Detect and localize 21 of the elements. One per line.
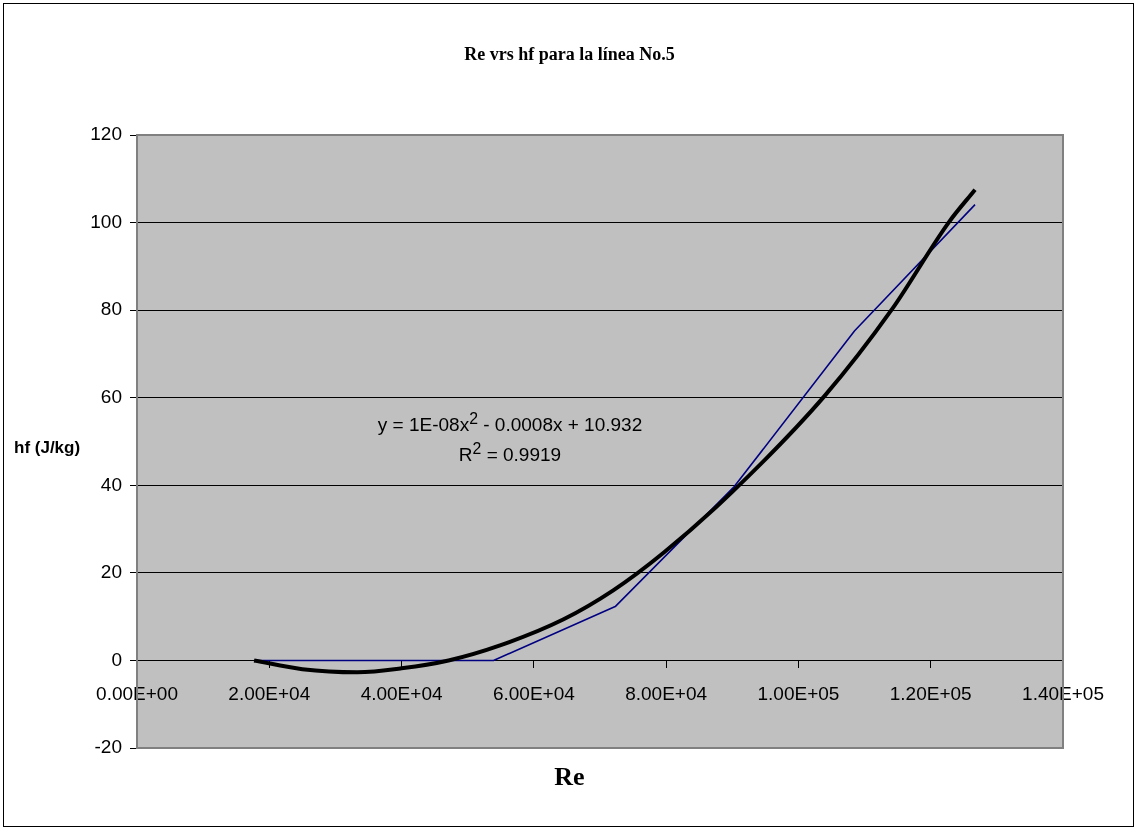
- x-tick-label: 0.00E+00: [96, 683, 178, 705]
- x-tick-label: 1.20E+05: [889, 683, 972, 705]
- chart-title: Re vrs hf para la línea No.5: [463, 44, 676, 65]
- y-tick-label: 120: [90, 123, 122, 145]
- y-tick-label: 40: [100, 473, 122, 495]
- x-tick-label: 4.00E+04: [360, 683, 443, 705]
- x-tick-label: 1.40E+05: [1022, 683, 1104, 705]
- annotation: y = 1E-08x$^{2}$ - 0.0008x + 10.932: [376, 410, 644, 437]
- y-tick-label: -20: [94, 736, 122, 758]
- x-tick-label: 6.00E+04: [492, 683, 576, 705]
- x-axis-title: Re: [553, 762, 586, 792]
- annotation: R$^{2}$ = 0.9919: [457, 440, 563, 467]
- y-tick-label: 0: [111, 648, 122, 670]
- x-tick-label: 8.00E+04: [625, 683, 708, 705]
- y-tick-label: 60: [100, 385, 122, 407]
- y-tick-label: 100: [90, 210, 122, 232]
- x-tick-label: 2.00E+04: [228, 683, 311, 705]
- y-tick-label: 20: [100, 561, 122, 583]
- y-tick-label: 80: [100, 298, 122, 320]
- x-tick-label: 1.00E+05: [757, 683, 840, 705]
- y-axis-title: hf (J/kg): [14, 438, 81, 458]
